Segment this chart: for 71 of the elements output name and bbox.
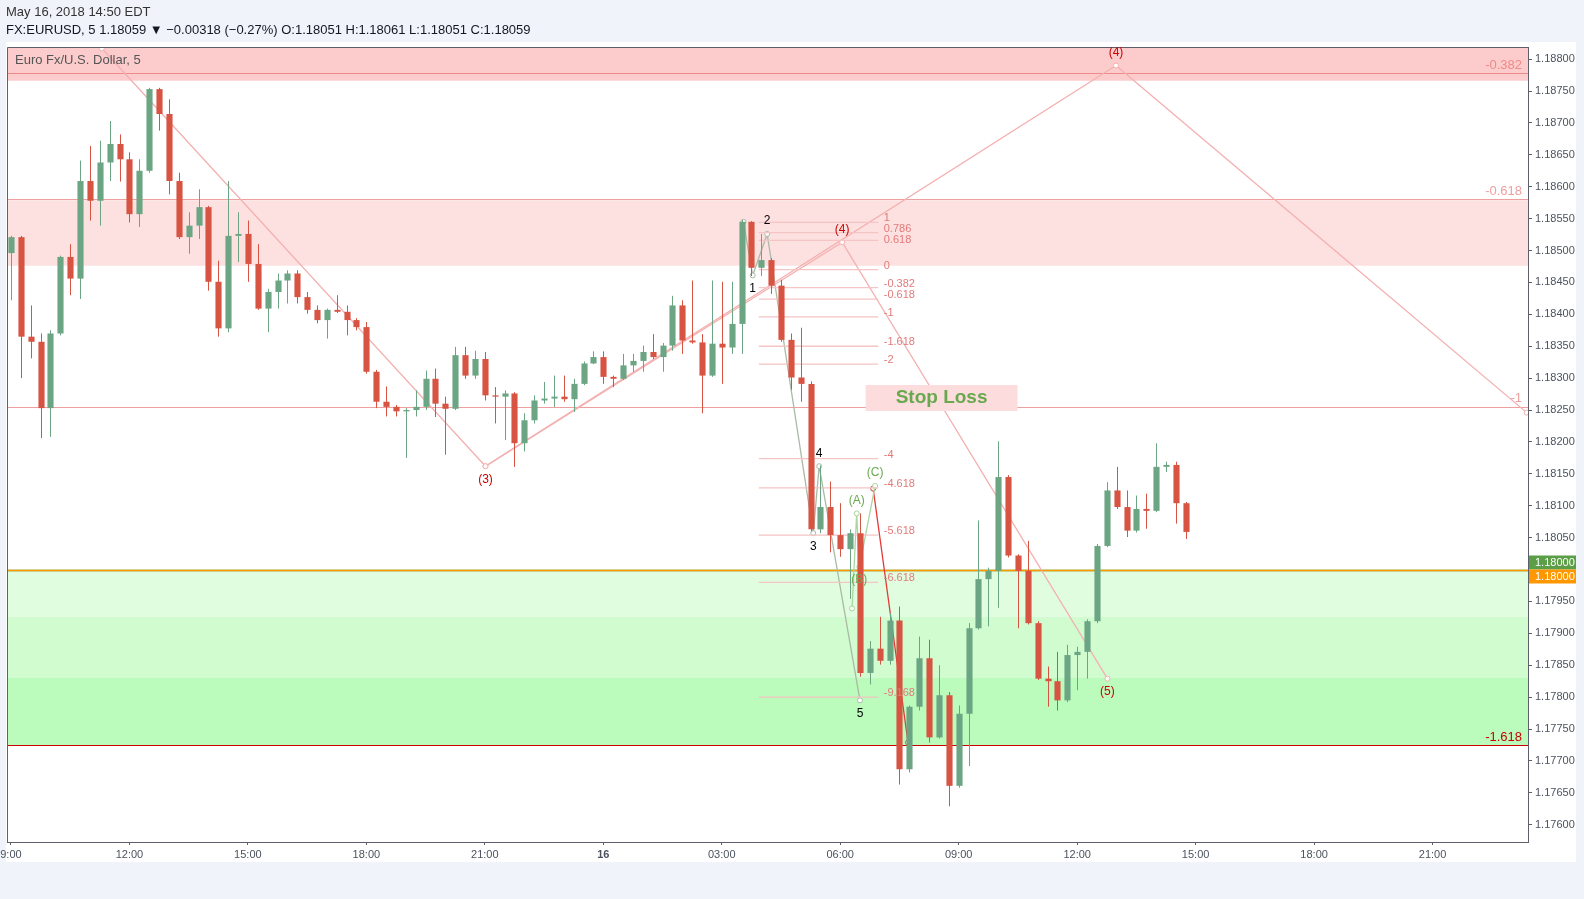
- x-tick-label: 18:00: [352, 847, 381, 860]
- y-tick-label: 1.18150: [1535, 466, 1575, 479]
- annotation: (A): [848, 492, 865, 507]
- x-tick-label: 18:00: [1300, 847, 1328, 860]
- annotation: -0.382: [883, 276, 915, 289]
- annotation: Stop Loss: [895, 386, 988, 408]
- annotation: 5: [856, 705, 864, 720]
- y-tick-label: 1.17950: [1535, 594, 1575, 607]
- annotation: -1.618: [883, 335, 915, 348]
- y-tick-label: 1.18300: [1535, 371, 1575, 384]
- annotation: 4: [815, 445, 823, 460]
- chart-title: Euro Fx/U.S. Dollar, 5: [15, 52, 141, 67]
- annotation: -4: [883, 447, 894, 460]
- y-tick-label: 1.18100: [1535, 498, 1575, 511]
- y-tick-label: 1.17850: [1535, 658, 1575, 671]
- annotation: (5): [1100, 683, 1115, 698]
- x-tick-label: 15:00: [234, 847, 262, 860]
- x-tick-label: 12:00: [1063, 847, 1091, 860]
- annotation: 2: [763, 213, 771, 228]
- x-tick-label: 15:00: [1181, 847, 1210, 860]
- annotation: -5.618: [883, 524, 915, 537]
- y-tick-label: 1.18050: [1535, 530, 1575, 543]
- annotation: 0.786: [883, 222, 912, 235]
- annotation: 0: [883, 258, 890, 271]
- x-tick-label: 9:00: [0, 847, 22, 860]
- y-tick-label: 1.18550: [1535, 211, 1575, 224]
- annotation: (3): [478, 471, 493, 486]
- annotation: -0.618: [883, 288, 915, 301]
- y-tick-label: 1.17900: [1535, 626, 1575, 639]
- annotation: -2: [883, 353, 894, 366]
- y-tick-label: 1.18350: [1535, 339, 1575, 352]
- annotation: (4): [834, 221, 850, 236]
- annotation: -1.618: [1485, 728, 1522, 744]
- x-tick-label: 03:00: [707, 847, 736, 860]
- annotation: 1: [883, 211, 890, 224]
- y-tick-label: 1.18200: [1535, 434, 1575, 447]
- annotation: -4.618: [883, 476, 915, 489]
- y-tick-label: 1.18450: [1535, 275, 1575, 288]
- ref-line-label: 1.18000: [1535, 556, 1575, 569]
- annotation: 3: [809, 538, 817, 553]
- annotation: (C): [866, 465, 884, 480]
- y-tick-label: 1.17800: [1535, 690, 1575, 703]
- annotation: (4): [1108, 44, 1124, 59]
- x-tick-label: 09:00: [944, 847, 973, 860]
- chart-subtitle: FX:EURUSD, 5 1.18059 ▼ −0.00318 (−0.27%) O:1.18051 H:1.18061 L:1.18051 C:1.18059: [6, 22, 531, 37]
- annotation: -0.618: [1485, 183, 1522, 199]
- y-tick-label: 1.17750: [1535, 722, 1575, 735]
- y-tick-label: 1.18750: [1535, 84, 1575, 97]
- y-tick-label: 1.17700: [1535, 754, 1575, 766]
- y-tick-label: 1.18700: [1535, 115, 1575, 128]
- annotation: (B): [851, 572, 868, 587]
- annotation: -0.382: [1485, 56, 1522, 72]
- x-tick-label: 16: [597, 847, 610, 860]
- y-tick-label: 1.18600: [1535, 179, 1575, 192]
- text: May 16, 2018 14:50 EDT: [6, 4, 151, 19]
- y-tick-label: 1.18800: [1535, 52, 1575, 65]
- annotation: 1: [749, 280, 757, 295]
- x-tick-label: 21:00: [471, 847, 499, 860]
- y-tick-label: 1.18500: [1535, 243, 1575, 256]
- y-tick-label: 1.17600: [1535, 817, 1575, 830]
- y-tick-label: 1.18650: [1535, 147, 1575, 160]
- x-tick-label: 21:00: [1418, 847, 1447, 860]
- y-tick-label: 1.17650: [1535, 785, 1575, 798]
- annotation: 0.618: [883, 233, 912, 246]
- x-tick-label: 06:00: [826, 847, 854, 860]
- x-tick-label: 12:00: [115, 847, 144, 860]
- ref-line-label: 1.18000: [1535, 570, 1575, 583]
- y-tick-label: 1.18250: [1535, 403, 1575, 416]
- annotation: -1: [883, 305, 894, 318]
- annotation: -1: [1510, 390, 1522, 406]
- y-tick-label: 1.18400: [1535, 307, 1575, 320]
